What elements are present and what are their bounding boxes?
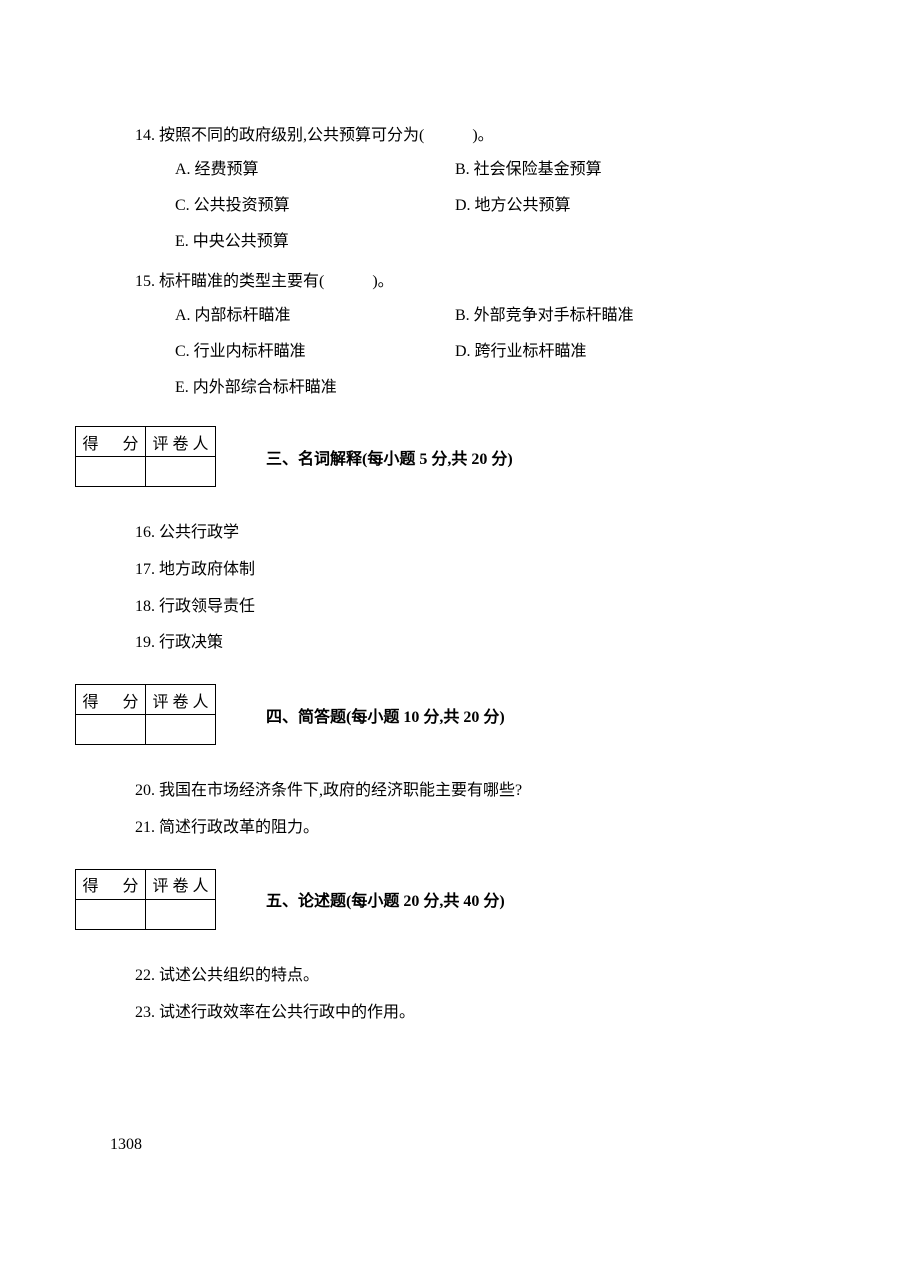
grader-label: 评卷人 [146, 427, 216, 457]
item-20: 20. 我国在市场经济条件下,政府的经济职能主要有哪些? [135, 773, 845, 810]
question-14: 14. 按照不同的政府级别,公共预算可分为( )。 A. 经费预算 B. 社会保… [135, 120, 845, 258]
grader-label: 评卷人 [146, 685, 216, 715]
q14-option-d: D. 地方公共预算 [455, 190, 845, 222]
question-15: 15. 标杆瞄准的类型主要有( )。 A. 内部标杆瞄准 B. 外部竞争对手标杆… [135, 266, 845, 404]
item-23: 23. 试述行政效率在公共行政中的作用。 [135, 995, 845, 1032]
score-label: 得 分 [76, 685, 146, 715]
q14-stem: 14. 按照不同的政府级别,公共预算可分为( )。 [135, 120, 845, 152]
page-number: 1308 [110, 1136, 142, 1154]
q15-option-a: A. 内部标杆瞄准 [175, 300, 455, 332]
section-5-header: 得 分 评卷人 五、论述题(每小题 20 分,共 40 分) [75, 869, 845, 930]
q14-option-b: B. 社会保险基金预算 [455, 154, 845, 186]
q15-option-d: D. 跨行业标杆瞄准 [455, 336, 845, 368]
item-22: 22. 试述公共组织的特点。 [135, 958, 845, 995]
section-3-title: 三、名词解释(每小题 5 分,共 20 分) [266, 445, 513, 469]
grader-label: 评卷人 [146, 869, 216, 899]
q14-option-e: E. 中央公共预算 [175, 226, 455, 258]
score-value-cell [76, 899, 146, 929]
q15-option-c: C. 行业内标杆瞄准 [175, 336, 455, 368]
grader-value-cell [146, 457, 216, 487]
section-4-title: 四、简答题(每小题 10 分,共 20 分) [266, 703, 505, 727]
item-17: 17. 地方政府体制 [135, 552, 845, 589]
section-4-header: 得 分 评卷人 四、简答题(每小题 10 分,共 20 分) [75, 684, 845, 745]
q14-option-c: C. 公共投资预算 [175, 190, 455, 222]
score-label: 得 分 [76, 427, 146, 457]
q14-option-a: A. 经费预算 [175, 154, 455, 186]
grader-value-cell [146, 899, 216, 929]
item-16: 16. 公共行政学 [135, 515, 845, 552]
score-value-cell [76, 457, 146, 487]
section-3-items: 16. 公共行政学 17. 地方政府体制 18. 行政领导责任 19. 行政决策 [135, 515, 845, 662]
score-label: 得 分 [76, 869, 146, 899]
item-19: 19. 行政决策 [135, 625, 845, 662]
item-18: 18. 行政领导责任 [135, 589, 845, 626]
item-21: 21. 简述行政改革的阻力。 [135, 810, 845, 847]
section-5-title: 五、论述题(每小题 20 分,共 40 分) [266, 887, 505, 911]
score-table-5: 得 分 评卷人 [75, 869, 216, 930]
q15-option-e: E. 内外部综合标杆瞄准 [175, 372, 455, 404]
score-table-4: 得 分 评卷人 [75, 684, 216, 745]
score-table-3: 得 分 评卷人 [75, 426, 216, 487]
q15-option-b: B. 外部竞争对手标杆瞄准 [455, 300, 845, 332]
q15-stem: 15. 标杆瞄准的类型主要有( )。 [135, 266, 845, 298]
score-value-cell [76, 715, 146, 745]
section-3-header: 得 分 评卷人 三、名词解释(每小题 5 分,共 20 分) [75, 426, 845, 487]
grader-value-cell [146, 715, 216, 745]
section-5-items: 22. 试述公共组织的特点。 23. 试述行政效率在公共行政中的作用。 [135, 958, 845, 1032]
q14-options: A. 经费预算 B. 社会保险基金预算 C. 公共投资预算 D. 地方公共预算 … [135, 154, 845, 258]
q15-options: A. 内部标杆瞄准 B. 外部竞争对手标杆瞄准 C. 行业内标杆瞄准 D. 跨行… [135, 300, 845, 404]
section-4-items: 20. 我国在市场经济条件下,政府的经济职能主要有哪些? 21. 简述行政改革的… [135, 773, 845, 847]
